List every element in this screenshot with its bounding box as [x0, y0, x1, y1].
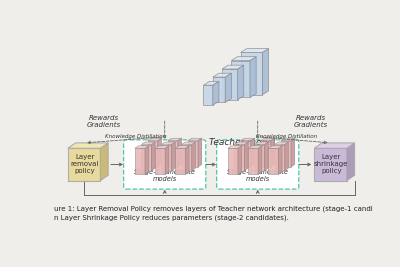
- Polygon shape: [222, 65, 244, 69]
- Polygon shape: [281, 138, 295, 141]
- Text: Teacher model: Teacher model: [209, 138, 275, 147]
- Polygon shape: [204, 81, 219, 85]
- Polygon shape: [68, 143, 108, 148]
- Polygon shape: [168, 141, 178, 167]
- Polygon shape: [204, 85, 213, 105]
- Polygon shape: [213, 77, 225, 103]
- Polygon shape: [222, 69, 238, 100]
- Polygon shape: [68, 148, 100, 181]
- Polygon shape: [225, 73, 231, 103]
- Polygon shape: [278, 146, 282, 175]
- Text: Layer
removal
policy: Layer removal policy: [71, 155, 99, 174]
- Polygon shape: [271, 138, 275, 167]
- Polygon shape: [251, 138, 254, 167]
- Polygon shape: [231, 61, 250, 97]
- Polygon shape: [234, 144, 244, 171]
- Polygon shape: [175, 148, 185, 175]
- Polygon shape: [135, 146, 149, 148]
- Polygon shape: [135, 148, 145, 175]
- Polygon shape: [262, 49, 268, 95]
- Text: Knowledge Distillation: Knowledge Distillation: [105, 134, 166, 139]
- Polygon shape: [198, 138, 202, 167]
- Polygon shape: [240, 138, 254, 141]
- Polygon shape: [268, 148, 278, 175]
- Text: Stage-2 candidate
models: Stage-2 candidate models: [227, 169, 288, 182]
- Text: Knowledge Distillation: Knowledge Distillation: [256, 134, 317, 139]
- Polygon shape: [261, 138, 275, 141]
- Polygon shape: [250, 57, 256, 97]
- Polygon shape: [238, 65, 244, 100]
- Polygon shape: [234, 142, 248, 144]
- Polygon shape: [155, 146, 169, 148]
- Polygon shape: [291, 138, 295, 167]
- Text: Stage-1 candidate
models: Stage-1 candidate models: [134, 169, 195, 182]
- Polygon shape: [314, 143, 354, 148]
- Polygon shape: [155, 148, 165, 175]
- Polygon shape: [141, 144, 151, 171]
- Text: Rewards
Gradients: Rewards Gradients: [86, 115, 120, 128]
- Polygon shape: [274, 144, 284, 171]
- Polygon shape: [141, 142, 155, 144]
- Polygon shape: [264, 142, 268, 171]
- Polygon shape: [188, 141, 198, 167]
- Polygon shape: [241, 49, 268, 52]
- Polygon shape: [228, 146, 242, 148]
- FancyBboxPatch shape: [124, 140, 206, 189]
- Polygon shape: [244, 142, 248, 171]
- Polygon shape: [172, 142, 175, 171]
- Polygon shape: [182, 142, 196, 144]
- Polygon shape: [188, 138, 202, 141]
- Polygon shape: [254, 142, 268, 144]
- Polygon shape: [145, 146, 149, 175]
- Text: Rewards
Gradients: Rewards Gradients: [294, 115, 328, 128]
- Polygon shape: [161, 142, 175, 144]
- FancyBboxPatch shape: [217, 140, 299, 189]
- Polygon shape: [185, 146, 189, 175]
- Polygon shape: [281, 141, 291, 167]
- Polygon shape: [151, 142, 155, 171]
- Polygon shape: [254, 144, 264, 171]
- Text: Layer
shrinkage
policy: Layer shrinkage policy: [314, 155, 348, 174]
- Polygon shape: [228, 148, 238, 175]
- Polygon shape: [347, 143, 354, 181]
- Polygon shape: [268, 146, 282, 148]
- Polygon shape: [213, 81, 219, 105]
- Polygon shape: [175, 146, 189, 148]
- Polygon shape: [248, 146, 262, 148]
- Polygon shape: [168, 138, 182, 141]
- Polygon shape: [284, 142, 288, 171]
- Text: n Layer Shrinkage Policy reduces parameters (stage-2 candidates).: n Layer Shrinkage Policy reduces paramet…: [54, 214, 289, 221]
- Polygon shape: [314, 148, 347, 181]
- Polygon shape: [241, 52, 262, 95]
- Polygon shape: [261, 141, 271, 167]
- Polygon shape: [192, 142, 196, 171]
- Polygon shape: [240, 141, 251, 167]
- Polygon shape: [238, 146, 242, 175]
- Polygon shape: [161, 144, 172, 171]
- Polygon shape: [148, 138, 162, 141]
- Polygon shape: [148, 141, 158, 167]
- Polygon shape: [158, 138, 162, 167]
- Polygon shape: [274, 142, 288, 144]
- Polygon shape: [231, 57, 256, 61]
- Polygon shape: [213, 73, 231, 77]
- Polygon shape: [178, 138, 182, 167]
- Polygon shape: [248, 148, 258, 175]
- Polygon shape: [100, 143, 108, 181]
- Polygon shape: [182, 144, 192, 171]
- Polygon shape: [165, 146, 169, 175]
- Text: ure 1: Layer Removal Policy removes layers of Teacher network architecture (stag: ure 1: Layer Removal Policy removes laye…: [54, 205, 373, 212]
- Polygon shape: [258, 146, 262, 175]
